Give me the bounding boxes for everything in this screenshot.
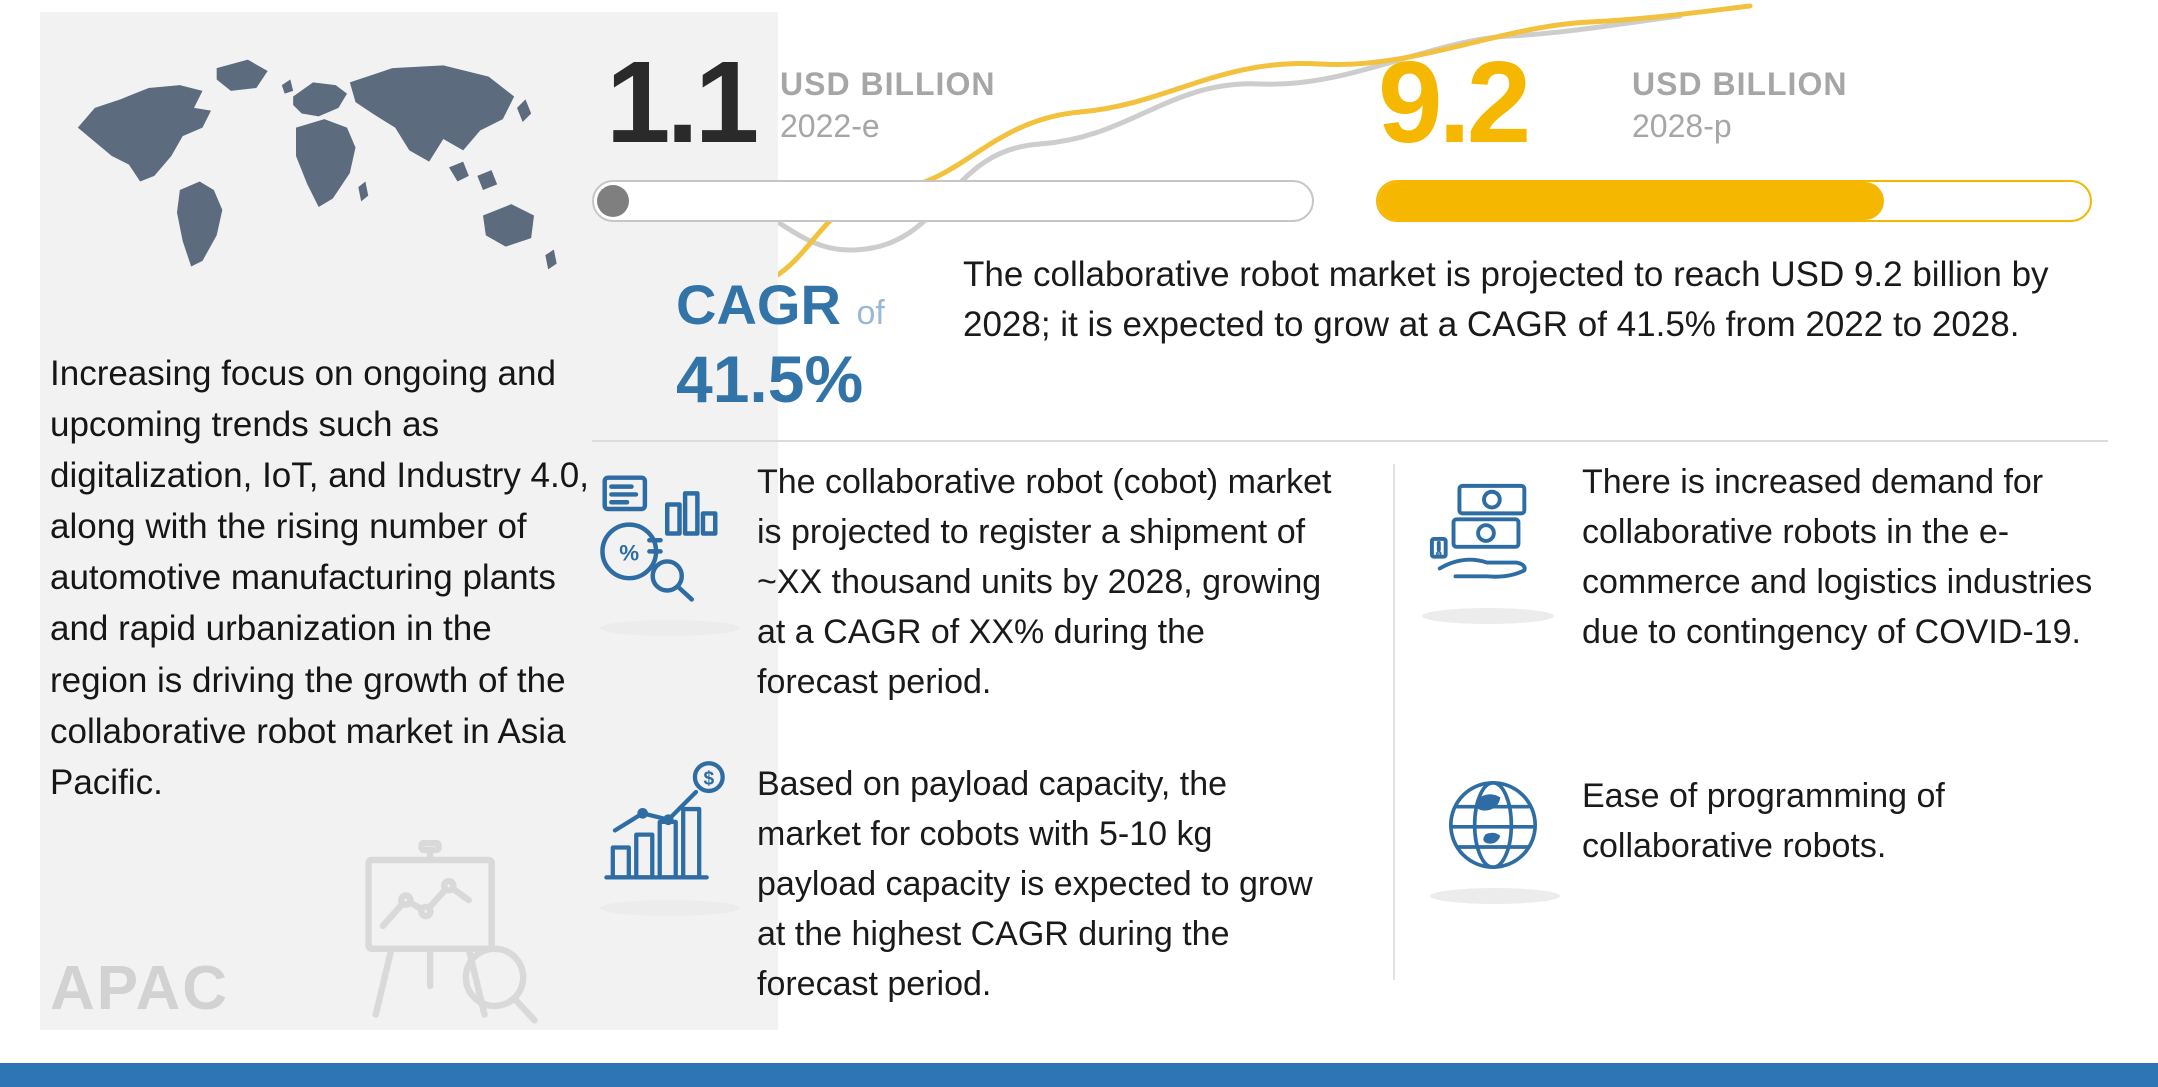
region-label: APAC bbox=[50, 954, 230, 1023]
bullet-shipment-text: The collaborative robot (cobot) market i… bbox=[757, 463, 1332, 701]
svg-text:$: $ bbox=[703, 769, 714, 790]
progress-bar-2022 bbox=[592, 180, 1314, 222]
world-map-icon bbox=[77, 59, 557, 270]
bullet-ecommerce-text: There is increased demand for collaborat… bbox=[1582, 463, 2093, 651]
market-size-2028-value: 9.2 bbox=[1378, 37, 1531, 167]
svg-text:%: % bbox=[619, 540, 639, 565]
icon-shadow bbox=[600, 900, 740, 916]
bullet-ease-text: Ease of programming of collaborative rob… bbox=[1582, 777, 1945, 865]
icon-shadow bbox=[600, 620, 740, 636]
analytics-report-icon: % bbox=[600, 475, 718, 602]
market-summary: The collaborative robot market is projec… bbox=[963, 255, 2049, 345]
market-size-2022-unit: USD BILLION bbox=[780, 66, 996, 102]
market-size-2022-value: 1.1 bbox=[606, 37, 759, 167]
market-size-2022-period: 2022-e bbox=[780, 108, 880, 144]
progress-bar-2028 bbox=[1376, 180, 2092, 222]
globe-icon bbox=[1449, 781, 1537, 869]
market-size-2028-period: 2028-p bbox=[1632, 108, 1732, 144]
cash-demand-icon bbox=[1429, 483, 1527, 579]
icon-shadow bbox=[1430, 888, 1560, 904]
market-size-2028-meta: USD BILLION 2028-p bbox=[1632, 66, 1847, 145]
icon-shadow bbox=[1422, 608, 1554, 624]
cagr-block: CAGR of 41.5% bbox=[676, 272, 885, 417]
footer-accent-bar bbox=[0, 1063, 2158, 1087]
bullet-payload-text: Based on payload capacity, the market fo… bbox=[757, 765, 1313, 1003]
growth-bars-dollar-icon: $ bbox=[604, 761, 725, 880]
cagr-label: CAGR bbox=[676, 273, 841, 336]
market-size-2028-unit: USD BILLION bbox=[1632, 66, 1848, 102]
market-size-2022-meta: USD BILLION 2022-e bbox=[780, 66, 995, 145]
progress-knob-2022 bbox=[597, 185, 629, 217]
cagr-value: 41.5% bbox=[676, 342, 864, 416]
horizontal-divider bbox=[592, 440, 2108, 442]
flipchart-magnifier-icon bbox=[365, 840, 538, 1024]
vertical-divider bbox=[1393, 464, 1395, 980]
region-description: Increasing focus on ongoing and upcoming… bbox=[50, 354, 589, 802]
progress-fill-2028 bbox=[1378, 182, 1884, 220]
cagr-connector: of bbox=[856, 294, 885, 332]
